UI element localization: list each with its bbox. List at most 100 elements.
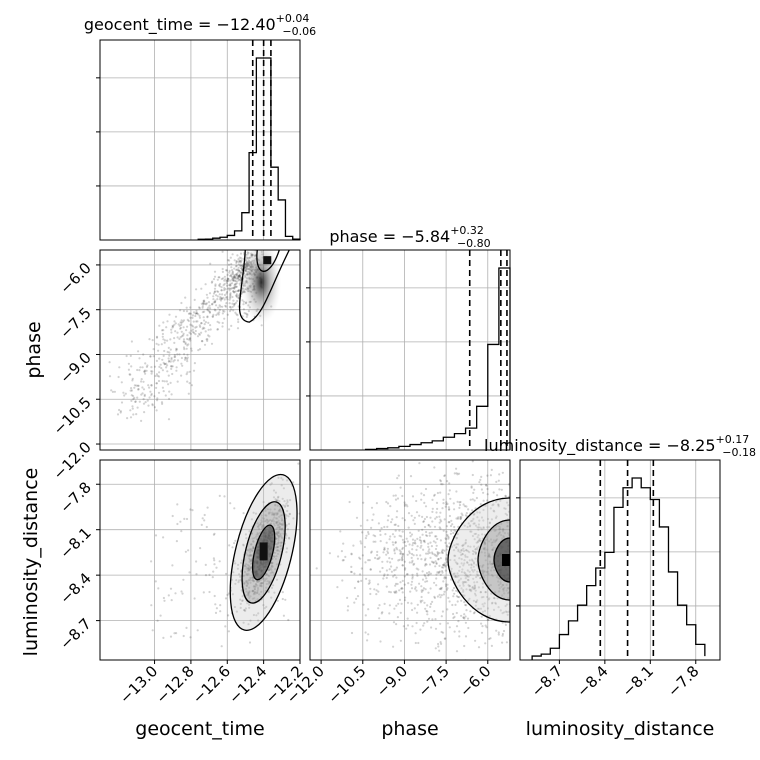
sample-point — [197, 313, 200, 316]
sample-point — [281, 597, 284, 601]
sample-point — [358, 556, 361, 559]
sample-point — [249, 560, 253, 563]
sample-point — [223, 293, 226, 297]
sample-point — [171, 372, 174, 376]
sample-point — [502, 588, 505, 591]
sample-point — [275, 512, 278, 515]
sample-point — [201, 306, 204, 309]
sample-point — [515, 567, 517, 569]
sample-point — [436, 507, 439, 510]
sample-point — [491, 541, 494, 544]
sample-point — [401, 587, 404, 590]
y-tick-label: −6.0 — [56, 259, 94, 297]
sample-point — [161, 386, 164, 389]
sample-point — [169, 635, 173, 638]
sample-point — [252, 540, 255, 543]
sample-point — [453, 472, 456, 475]
sample-point — [255, 535, 258, 538]
sample-point — [424, 505, 428, 508]
sample-point — [237, 275, 240, 278]
sample-point — [267, 511, 271, 514]
sample-point — [254, 585, 257, 588]
sample-point — [452, 531, 455, 535]
sample-point — [200, 340, 204, 343]
sample-point — [173, 359, 176, 362]
sample-point — [368, 559, 371, 562]
sample-point — [378, 556, 381, 559]
sample-point — [182, 338, 186, 341]
sample-point — [269, 483, 272, 486]
sample-point — [458, 596, 461, 599]
sample-point — [481, 625, 484, 628]
sample-point — [473, 592, 477, 595]
sample-point — [126, 417, 129, 420]
sample-point — [247, 592, 250, 595]
sample-point — [192, 331, 195, 334]
sample-point — [204, 574, 208, 577]
sample-point — [233, 259, 236, 262]
sample-point — [180, 319, 183, 322]
sample-point — [441, 551, 444, 555]
sample-point — [213, 270, 217, 273]
sample-point — [171, 365, 174, 368]
ylabel-phase: phase — [23, 321, 45, 378]
sample-point — [497, 525, 500, 528]
sample-point — [182, 319, 186, 322]
sample-point — [272, 571, 275, 574]
sample-point — [248, 560, 251, 564]
sample-point — [472, 517, 475, 521]
axes-frame — [309, 459, 511, 661]
sample-point — [463, 617, 466, 620]
sample-point — [462, 589, 465, 592]
sample-point — [464, 621, 467, 624]
sample-point — [277, 539, 280, 542]
sample-point — [452, 586, 456, 590]
sample-point — [403, 568, 407, 571]
sample-point — [418, 539, 421, 542]
sample-point — [170, 331, 173, 334]
x-tick-label: −12.6 — [189, 662, 234, 707]
sample-point — [223, 310, 226, 313]
sample-point — [232, 279, 235, 282]
sample-point — [454, 554, 457, 558]
sample-point — [237, 266, 240, 269]
sample-point — [231, 269, 234, 272]
sample-point — [364, 614, 367, 617]
sample-point — [367, 532, 370, 536]
sample-point — [237, 581, 240, 584]
sample-point — [147, 384, 150, 387]
x-tick-label: −9.0 — [373, 662, 411, 700]
sample-point — [514, 556, 516, 558]
sample-point — [404, 596, 407, 599]
sample-point — [214, 309, 217, 312]
sample-point — [279, 523, 282, 526]
sample-point — [260, 582, 263, 585]
sample-point — [267, 580, 270, 583]
sample-point — [198, 332, 201, 335]
sample-point — [274, 532, 277, 535]
sample-point — [416, 545, 419, 548]
grid — [310, 250, 510, 450]
sample-point — [274, 491, 277, 494]
sample-point — [488, 637, 491, 641]
sample-point — [239, 244, 241, 246]
sample-point — [495, 500, 498, 503]
sample-point — [395, 591, 398, 594]
sample-point — [161, 402, 164, 405]
sample-point — [187, 312, 191, 315]
sample-point — [174, 322, 177, 325]
sample-point — [445, 501, 448, 504]
sample-point — [253, 597, 256, 600]
sample-point — [232, 290, 235, 293]
sample-point — [153, 365, 157, 368]
sample-point — [276, 545, 280, 549]
sample-point — [213, 594, 216, 598]
sample-point — [495, 534, 498, 538]
sample-point — [488, 614, 491, 618]
sample-point — [191, 314, 195, 317]
sample-point — [134, 400, 137, 403]
sample-point — [276, 543, 279, 546]
sample-point — [461, 544, 464, 547]
sample-point — [238, 233, 240, 235]
sample-point — [481, 603, 484, 606]
